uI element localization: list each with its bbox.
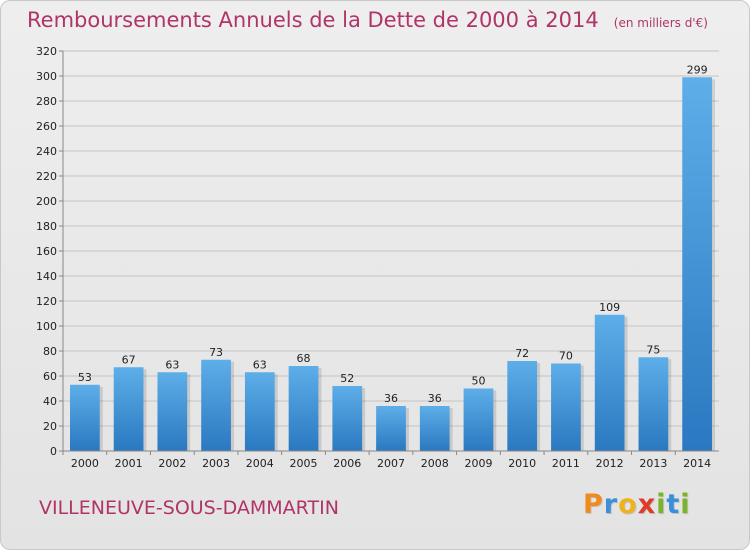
bar-2003 xyxy=(201,359,231,451)
x-tick-label: 2014 xyxy=(683,457,711,470)
x-tick-label: 2013 xyxy=(639,457,667,470)
x-tick-label: 2002 xyxy=(158,457,186,470)
logo-letter: x xyxy=(637,489,657,520)
y-tick-label: 20 xyxy=(43,420,57,433)
x-tick-label: 2012 xyxy=(596,457,624,470)
axes xyxy=(62,51,719,452)
bar-2007 xyxy=(376,406,406,451)
x-tick-label: 2004 xyxy=(246,457,274,470)
y-tick-label: 80 xyxy=(43,345,57,358)
x-tick-label: 2010 xyxy=(508,457,536,470)
y-axis-ticks: 0 20 40 60 80 100 120 140 160 180 200 220 240 260 280 3… xyxy=(36,45,63,458)
y-tick-label: 0 xyxy=(50,445,57,458)
y-tick-label: 140 xyxy=(36,270,57,283)
value-label: 72 xyxy=(515,347,529,360)
logo-letter: o xyxy=(618,489,638,520)
value-label: 50 xyxy=(471,375,485,388)
proxiti-logo[interactable]: Proxiti xyxy=(583,489,691,520)
y-tick-label: 320 xyxy=(36,45,57,58)
logo-letter: i xyxy=(680,489,691,520)
y-tick-label: 160 xyxy=(36,245,57,258)
y-tick-label: 260 xyxy=(36,120,57,133)
x-tick-label: 2003 xyxy=(202,457,230,470)
logo-letter: P xyxy=(583,489,604,520)
bar-2014 xyxy=(682,77,713,451)
value-label: 75 xyxy=(646,343,660,356)
bar-2000 xyxy=(69,384,100,451)
y-tick-label: 100 xyxy=(36,320,57,333)
value-label: 63 xyxy=(165,358,179,371)
bar-2004 xyxy=(244,372,275,451)
value-label: 36 xyxy=(384,392,398,405)
bars xyxy=(69,77,716,451)
bar-2002 xyxy=(157,372,188,451)
bar-2013 xyxy=(638,357,669,451)
logo-letter: r xyxy=(603,489,619,520)
x-axis-ticks: 2000 2001 2002 2003 2004 2005 2006 2007 2008 2009… xyxy=(62,451,711,470)
bar-2011 xyxy=(551,363,581,451)
value-label: 36 xyxy=(428,392,442,405)
chart-title: Remboursements Annuels de la Dette de 20… xyxy=(27,8,599,32)
x-tick-label: 2005 xyxy=(290,457,318,470)
value-label: 68 xyxy=(297,352,311,365)
y-tick-label: 280 xyxy=(36,95,57,108)
logo-letter: t xyxy=(666,489,681,520)
y-tick-label: 120 xyxy=(36,295,57,308)
y-tick-label: 240 xyxy=(36,145,57,158)
bar-2009 xyxy=(463,388,494,451)
logo-letter: i xyxy=(656,489,667,520)
bar-2005 xyxy=(288,366,319,451)
x-tick-label: 2008 xyxy=(421,457,449,470)
value-label: 53 xyxy=(78,371,92,384)
x-tick-label: 2007 xyxy=(377,457,405,470)
y-tick-label: 220 xyxy=(36,170,57,183)
x-tick-label: 2000 xyxy=(71,457,99,470)
city-name: VILLENEUVE-SOUS-DAMMARTIN xyxy=(39,497,339,519)
bar-2012 xyxy=(594,314,625,451)
bar-2010 xyxy=(507,361,538,451)
x-tick-label: 2006 xyxy=(333,457,361,470)
value-label: 52 xyxy=(340,372,354,385)
y-tick-label: 60 xyxy=(43,370,57,383)
x-tick-label: 2011 xyxy=(552,457,580,470)
bar-2008 xyxy=(419,406,450,451)
chart-subtitle: (en milliers d'€) xyxy=(613,16,708,30)
y-tick-label: 40 xyxy=(43,395,57,408)
bar-2001 xyxy=(113,367,144,451)
x-tick-label: 2009 xyxy=(464,457,492,470)
y-tick-label: 180 xyxy=(36,220,57,233)
value-label: 299 xyxy=(687,63,708,76)
y-tick-label: 200 xyxy=(36,195,57,208)
y-tick-label: 300 xyxy=(36,70,57,83)
x-tick-label: 2001 xyxy=(115,457,143,470)
value-label: 63 xyxy=(253,358,267,371)
value-labels: 53 67 63 73 63 68 52 36 36 50 72 70 109 75 299 xyxy=(78,63,708,405)
value-label: 70 xyxy=(559,350,573,363)
title-row: Remboursements Annuels de la Dette de 20… xyxy=(27,8,708,32)
value-label: 67 xyxy=(122,353,136,366)
value-label: 109 xyxy=(599,301,620,314)
value-label: 73 xyxy=(209,346,223,359)
bar-2006 xyxy=(332,386,363,451)
